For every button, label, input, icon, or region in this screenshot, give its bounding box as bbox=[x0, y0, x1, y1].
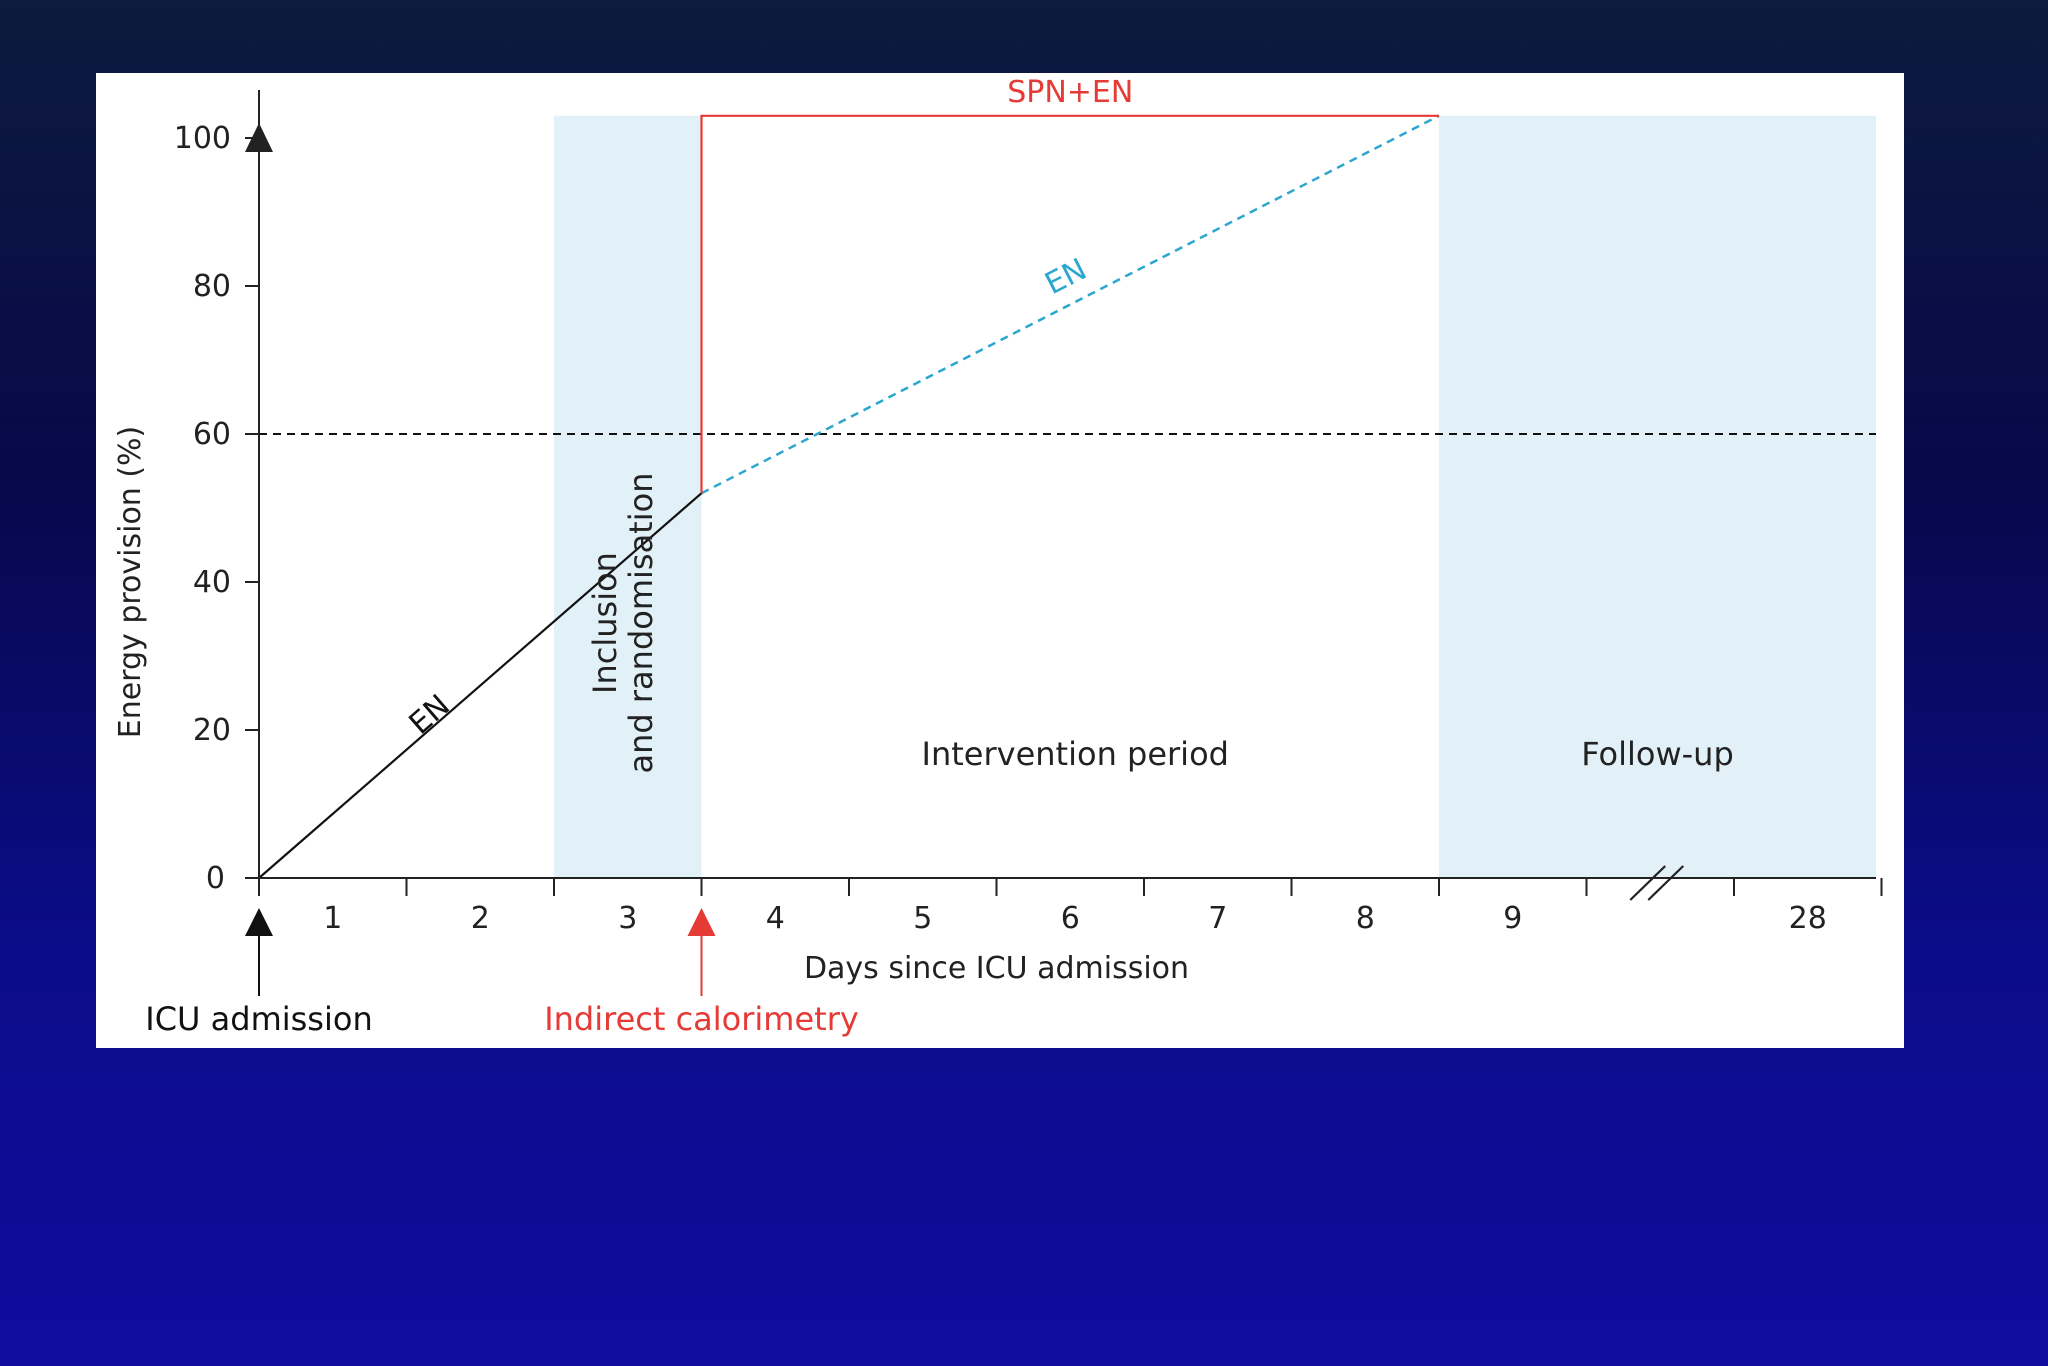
series-line-en-0 bbox=[258, 492, 703, 879]
x-tick-label-9: 9 bbox=[1503, 901, 1522, 936]
chart-card: 20 40 60 80 100 0 Energy provision (%) 1 2 3 4 5 6 7 8… bbox=[96, 73, 1904, 1048]
series-line-spn-en-2 bbox=[700, 114, 1439, 494]
region-band-2 bbox=[1439, 115, 1876, 879]
axes-layer: 20 40 60 80 100 0 Energy provision (%) 1 2 3 4 5 6 7 8… bbox=[113, 90, 1883, 996]
x-tick-label-28: 28 bbox=[1789, 901, 1827, 936]
y-tick-label-100: 100 bbox=[174, 121, 231, 156]
chart-svg: 20 40 60 80 100 0 Energy provision (%) 1 2 3 4 5 6 7 8… bbox=[113, 75, 1883, 1038]
y-tick-label-20: 20 bbox=[193, 713, 231, 748]
x-tick-label-7: 7 bbox=[1208, 901, 1227, 936]
series-label-en-solid: EN bbox=[403, 688, 457, 742]
regions-layer bbox=[554, 115, 1876, 879]
series-label-en-dashed: EN bbox=[1040, 252, 1093, 302]
x-axis-title: Days since ICU admission bbox=[804, 951, 1189, 986]
region-label-1: Intervention period bbox=[922, 735, 1229, 773]
x-tick-label-6: 6 bbox=[1061, 901, 1080, 936]
x-tick-label-1: 1 bbox=[323, 901, 342, 936]
marker-arrow-indirect-calorimetry bbox=[687, 908, 716, 936]
y-tick-label-40: 40 bbox=[193, 565, 231, 600]
x-tick-label-2: 2 bbox=[471, 901, 490, 936]
y-axis-top-arrow bbox=[245, 123, 273, 152]
region-label-2: Follow-up bbox=[1581, 735, 1734, 773]
x-tick-label-8: 8 bbox=[1356, 901, 1375, 936]
region-label-inclusion-line2: and randomisation bbox=[622, 473, 660, 774]
region-band-0 bbox=[554, 115, 702, 879]
axis-break-mark-1 bbox=[1629, 865, 1667, 901]
x-tick-label-3: 3 bbox=[618, 901, 637, 936]
series-line-en-1 bbox=[700, 114, 1440, 495]
series-label-spn-en: SPN+EN bbox=[1007, 75, 1133, 110]
y-tick-label-80: 80 bbox=[193, 269, 231, 304]
marker-label-indirect-calorimetry: Indirect calorimetry bbox=[544, 1000, 859, 1038]
x-tick-label-5: 5 bbox=[913, 901, 932, 936]
y-tick-label-0: 0 bbox=[206, 861, 225, 896]
region-label-inclusion-line1: Inclusion bbox=[586, 552, 624, 694]
marker-label-icu-admission: ICU admission bbox=[145, 1000, 372, 1038]
marker-arrow-icu-admission bbox=[245, 908, 273, 936]
x-tick-label-4: 4 bbox=[766, 901, 785, 936]
y-tick-label-60: 60 bbox=[193, 417, 231, 452]
lines-layer bbox=[258, 114, 1876, 879]
y-axis-title: Energy provision (%) bbox=[113, 426, 148, 739]
axis-break-mark-2 bbox=[1647, 865, 1685, 901]
